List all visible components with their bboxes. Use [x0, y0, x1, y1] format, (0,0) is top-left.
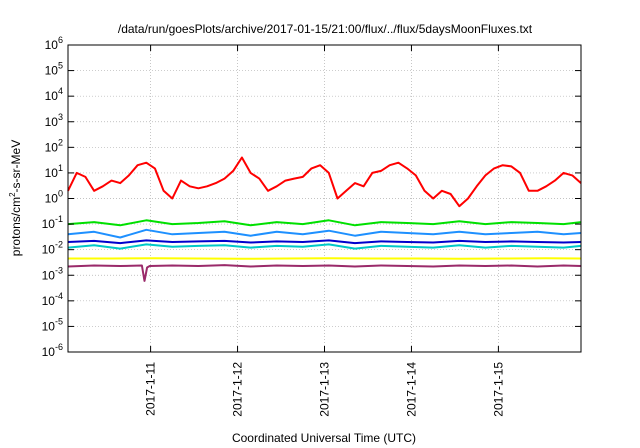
y-tick-base: 10 [42, 319, 56, 333]
series-line-6 [68, 257, 582, 260]
series-line-3 [67, 228, 582, 239]
y-tick-base: 10 [45, 140, 59, 154]
y-tick-exponent: -6 [55, 342, 63, 352]
y-tick-label: 103 [45, 112, 63, 129]
series-line-2 [67, 219, 582, 227]
y-tick-base: 10 [45, 64, 59, 78]
series-line-1 [67, 156, 582, 208]
y-axis-label-sup: 2 [8, 192, 17, 197]
x-tick-label: 2017-1-12 [231, 362, 245, 417]
series-line-7 [67, 264, 582, 282]
y-tick-base: 10 [45, 166, 59, 180]
y-tick-label: 102 [45, 137, 63, 154]
y-tick-label: 106 [45, 35, 63, 52]
y-tick-base: 10 [42, 243, 56, 257]
y-tick-exponent: 2 [58, 137, 63, 147]
y-tick-exponent: -3 [55, 265, 63, 275]
y-tick-base: 10 [45, 89, 59, 103]
y-tick-exponent: 6 [58, 35, 63, 45]
y-tick-base: 10 [42, 268, 56, 282]
x-axis-label: Coordinated Universal Time (UTC) [232, 431, 416, 445]
y-axis-label: protons/cm2-s-sr-MeV [8, 140, 23, 256]
y-tick-exponent: -5 [55, 316, 63, 326]
axis-ticks [68, 44, 581, 353]
y-tick-label: 10-4 [42, 291, 63, 308]
y-tick-label: 10-5 [42, 316, 63, 333]
series-line-4 [67, 243, 582, 250]
x-tick-label: 2017-1-11 [144, 362, 158, 416]
y-tick-base: 10 [42, 345, 56, 359]
y-tick-label: 10-2 [42, 240, 63, 257]
x-tick-label: 2017-1-15 [491, 362, 505, 417]
y-tick-exponent: -2 [55, 240, 63, 250]
y-tick-label: 100 [45, 189, 63, 206]
chart-title: /data/run/goesPlots/archive/2017-01-15/2… [118, 22, 533, 36]
y-tick-labels: 10610510410310210110010-110-210-310-410-… [42, 35, 63, 359]
y-tick-exponent: 3 [58, 112, 63, 122]
y-tick-base: 10 [45, 38, 59, 52]
y-tick-exponent: -4 [55, 291, 63, 301]
y-tick-label: 104 [45, 86, 63, 103]
y-tick-label: 10-1 [42, 214, 63, 231]
y-tick-exponent: -1 [55, 214, 63, 224]
y-tick-label: 10-3 [42, 265, 63, 282]
y-tick-exponent: 5 [58, 61, 63, 71]
y-tick-base: 10 [45, 115, 59, 129]
grid [68, 45, 581, 352]
y-tick-base: 10 [45, 192, 59, 206]
y-tick-label: 105 [45, 61, 63, 78]
y-tick-exponent: 1 [58, 163, 63, 173]
x-tick-label: 2017-1-14 [404, 362, 418, 417]
y-tick-base: 10 [42, 217, 56, 231]
y-axis-label-post: -s-sr-MeV [9, 140, 23, 193]
x-tick-label: 2017-1-13 [318, 362, 332, 417]
y-tick-exponent: 4 [58, 86, 63, 96]
y-tick-base: 10 [42, 294, 56, 308]
y-tick-label: 10-6 [42, 342, 63, 359]
y-tick-exponent: 0 [58, 189, 63, 199]
series-group [67, 156, 582, 282]
y-axis-label-pre: protons/cm [9, 197, 23, 256]
y-tick-label: 101 [45, 163, 63, 180]
series-line-5 [67, 239, 582, 245]
x-tick-labels: 2017-1-11 2017-1-12 2017-1-13 2017-1-14 2017… [144, 362, 506, 417]
